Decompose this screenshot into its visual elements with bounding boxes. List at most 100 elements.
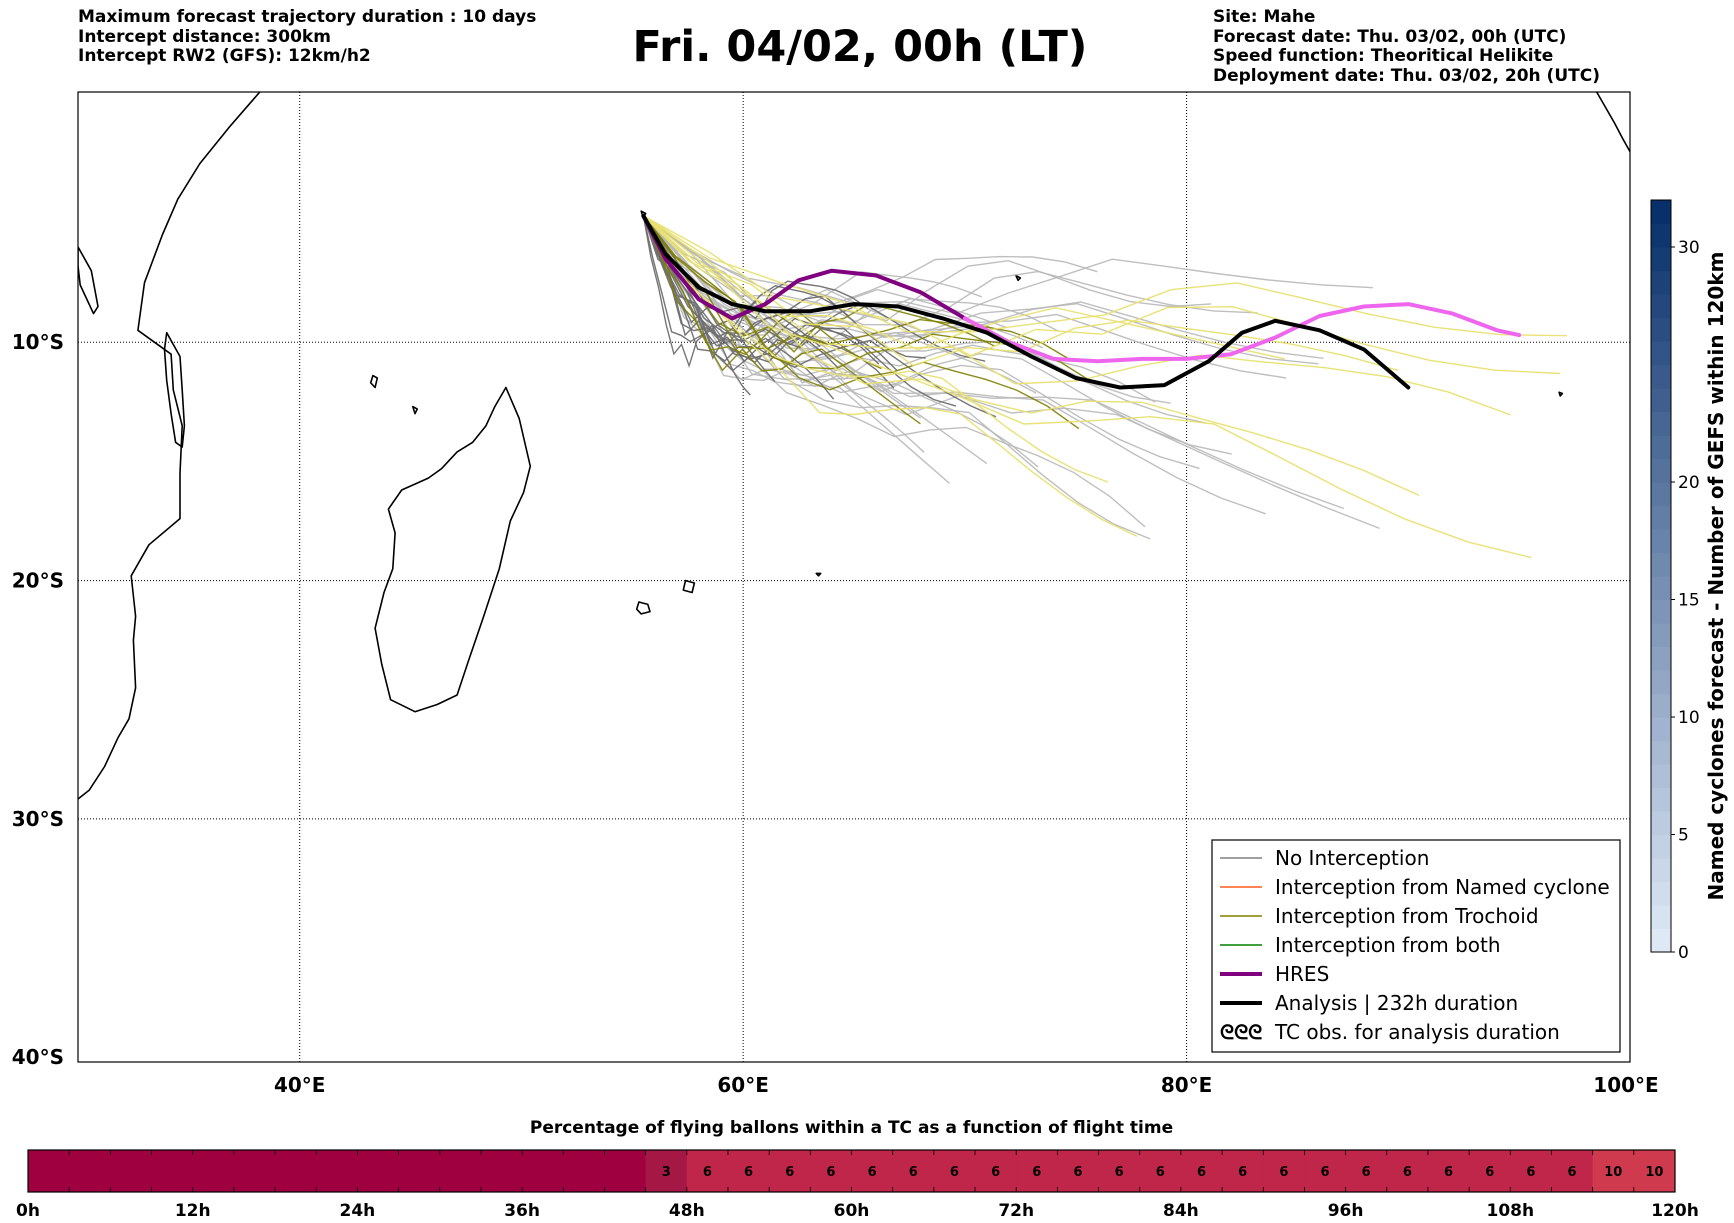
ensemble-trajectory (642, 215, 882, 370)
bar-tick-label: 60h (834, 1201, 870, 1221)
bar-segment (1427, 1150, 1470, 1192)
colorbar-step (1651, 834, 1671, 859)
coastline-5 (412, 405, 418, 415)
header-line-intercept-distance: Intercept distance: 300km (78, 26, 331, 47)
legend-label: Analysis | 232h duration (1275, 991, 1518, 1015)
y-tick-labels: 10°S 20°S 30°S 40°S (12, 330, 64, 1069)
coastline-11 (1596, 92, 1630, 152)
x-tick-label: 40°E (274, 1073, 326, 1097)
colorbar-step (1651, 599, 1671, 624)
bar-segment-label: 6 (1197, 1165, 1206, 1180)
colorbar-tick-label: 0 (1678, 943, 1689, 963)
legend: No Interception Interception from Named c… (1211, 839, 1621, 1053)
map-border (77, 91, 1631, 1063)
header-left: Maximum forecast trajectory duration : 1… (78, 7, 537, 67)
bar-border (27, 1149, 1676, 1193)
colorbar-step (1651, 223, 1671, 248)
colorbar-step (1651, 247, 1671, 272)
bar-tick-label: 120h (1651, 1201, 1699, 1221)
bar-tick-label: 108h (1487, 1201, 1535, 1221)
bar-segment (933, 1150, 976, 1192)
bar-segment (1510, 1150, 1552, 1192)
coastline-1 (374, 386, 532, 713)
bar-segment (892, 1150, 935, 1192)
coastline-4 (369, 374, 379, 389)
colorbar-step (1651, 435, 1671, 460)
bar-segment-label: 6 (991, 1165, 1000, 1180)
bar-segment-label: 10 (1604, 1165, 1622, 1180)
colorbar-step (1651, 693, 1671, 718)
legend-label: Interception from both (1275, 933, 1501, 957)
ensemble-trajectory (642, 215, 1285, 360)
bar-segment-label: 6 (1485, 1165, 1494, 1180)
coastline-12 (1558, 391, 1564, 397)
coastline-10 (1015, 274, 1022, 282)
bar-segment-label: 6 (1032, 1165, 1041, 1180)
bar-segment (645, 1150, 688, 1192)
legend-label: Interception from Trochoid (1275, 904, 1539, 928)
ensemble-trajectory (642, 215, 751, 396)
legend-label: HRES (1275, 962, 1329, 986)
bar-segment-label: 6 (785, 1165, 794, 1180)
ensemble-trajectories (642, 215, 1567, 559)
bar-segment (1057, 1150, 1099, 1192)
ensemble-trajectory (642, 215, 1380, 530)
bar-segment-label: 6 (868, 1165, 877, 1180)
bar-segment-label: 6 (1403, 1165, 1412, 1180)
colorbar-step (1651, 388, 1671, 413)
ensemble-trajectory (642, 215, 1146, 528)
bar-segment-label: 3 (662, 1165, 671, 1180)
colorbar-step (1651, 717, 1671, 742)
bar-segment (1633, 1150, 1676, 1192)
ensemble-trajectory (642, 215, 1511, 416)
bar-segment-label: 6 (703, 1165, 712, 1180)
ensemble-trajectory (642, 215, 1373, 315)
x-tick-label: 60°E (717, 1073, 769, 1097)
x-tick-label: 100°E (1593, 1073, 1658, 1097)
ensemble-trajectory (642, 215, 1420, 497)
bar-tick-label: 24h (340, 1201, 376, 1221)
header-line-site: Site: Mahe (1213, 7, 1316, 27)
ensemble-trajectory (642, 215, 1532, 559)
colorbar-step (1651, 576, 1671, 601)
y-tick-label: 10°S (12, 330, 64, 354)
bar-segment-label: 6 (909, 1165, 918, 1180)
x-tick-label: 80°E (1161, 1073, 1213, 1097)
ensemble-trajectory (642, 215, 950, 484)
header-line-duration: Maximum forecast trajectory duration : 1… (78, 7, 537, 27)
colorbar-step (1651, 341, 1671, 366)
coastline-0 (78, 92, 261, 855)
bar-segment-label: 6 (1526, 1165, 1535, 1180)
bar-segment-label: 6 (1362, 1165, 1371, 1180)
bar-segment (727, 1150, 770, 1192)
bar-segment-label: 6 (744, 1165, 753, 1180)
bar-segment-label: 6 (1156, 1165, 1165, 1180)
colorbar-tick-label: 20 (1678, 473, 1700, 493)
header-line-forecast-date: Forecast date: Thu. 03/02, 00h (UTC) (1213, 26, 1567, 47)
bar-title: Percentage of flying ballons within a TC… (530, 1118, 1173, 1138)
bar-segment (1551, 1150, 1594, 1192)
bar-tick-label: 96h (1328, 1201, 1364, 1221)
colorbar-step (1651, 764, 1671, 789)
bar-segment (686, 1150, 729, 1192)
bar-segment (28, 1150, 647, 1192)
colorbar-step (1651, 270, 1671, 295)
colorbar-step (1651, 881, 1671, 906)
tc-percentage-bar: Percentage of flying ballons within a TC… (16, 1118, 1699, 1221)
ensemble-trajectory (642, 215, 1319, 365)
bar-segment (1139, 1150, 1182, 1192)
ensemble-trajectory (643, 215, 1561, 375)
colorbar-step (1651, 482, 1671, 507)
legend-label: No Interception (1275, 846, 1429, 870)
bar-tick-label: 0h (16, 1201, 40, 1221)
chart-title: Fri. 04/02, 00h (LT) (632, 22, 1088, 72)
bar-tick-label: 84h (1163, 1201, 1199, 1221)
bar-tick-label: 36h (504, 1201, 540, 1221)
bar-segment (1469, 1150, 1511, 1192)
ensemble-trajectory (642, 215, 1074, 363)
bar-segment-label: 6 (1115, 1165, 1124, 1180)
colorbar-tick-label: 5 (1678, 826, 1689, 846)
colorbar-tick-label: 15 (1678, 591, 1700, 611)
bar-segment-label: 6 (826, 1165, 835, 1180)
colorbar-step (1651, 411, 1671, 436)
